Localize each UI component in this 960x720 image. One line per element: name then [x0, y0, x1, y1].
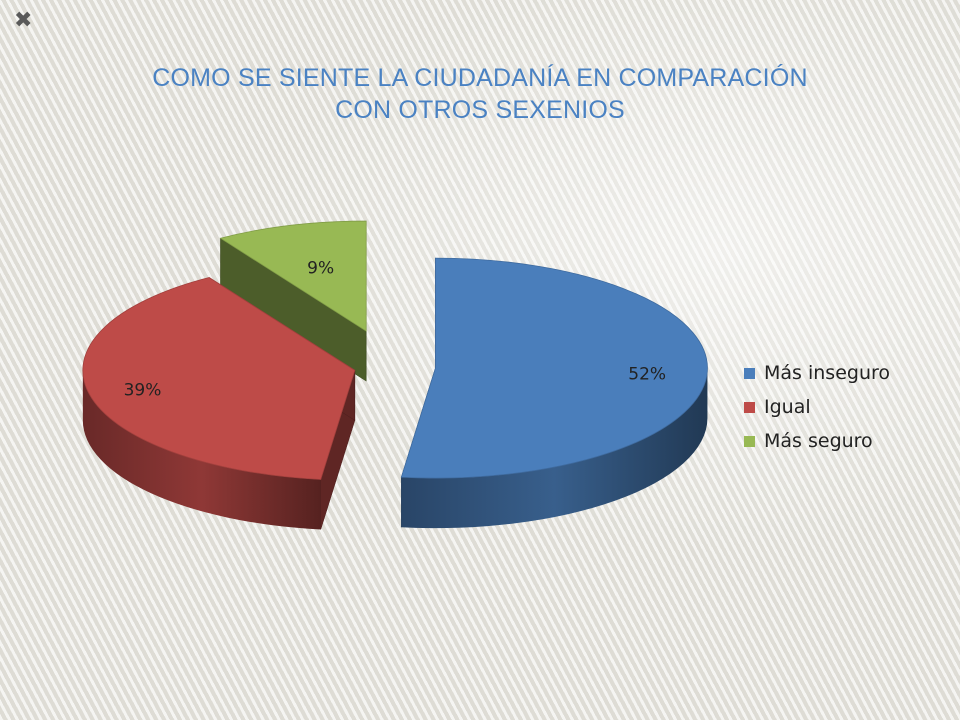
- legend-item-mas-inseguro: Más inseguro: [744, 356, 890, 390]
- legend-swatch: [744, 401, 755, 413]
- legend-label: Más inseguro: [764, 362, 891, 384]
- slice-top: [82, 277, 356, 480]
- legend-item-mas-seguro: Más seguro: [744, 424, 890, 458]
- data-label-2: 9%: [307, 259, 334, 279]
- slice-wall: [82, 370, 321, 530]
- slice-top: [400, 257, 708, 479]
- pie-slice-0: [400, 257, 708, 529]
- slice-wall: [401, 368, 708, 529]
- legend-label: Igual: [764, 396, 811, 418]
- chart-title: COMO SE SIENTE LA CIUDADANÍA EN COMPARAC…: [0, 62, 960, 126]
- slide-bullet-mark: ✖: [14, 8, 33, 33]
- slice-top: [219, 220, 367, 332]
- data-label-1: 39%: [124, 381, 162, 401]
- chart-legend: Más inseguro Igual Más seguro: [744, 356, 890, 458]
- chart-title-line-2: CON OTROS SEXENIOS: [335, 96, 625, 124]
- data-label-0: 52%: [628, 364, 666, 384]
- legend-swatch: [744, 367, 755, 379]
- pie-slice-2: [219, 220, 367, 382]
- legend-swatch: [744, 435, 755, 447]
- legend-item-igual: Igual: [744, 390, 890, 424]
- pie-slice-1: [82, 277, 356, 530]
- legend-label: Más seguro: [764, 430, 873, 452]
- chart-title-line-1: COMO SE SIENTE LA CIUDADANÍA EN COMPARAC…: [152, 64, 808, 92]
